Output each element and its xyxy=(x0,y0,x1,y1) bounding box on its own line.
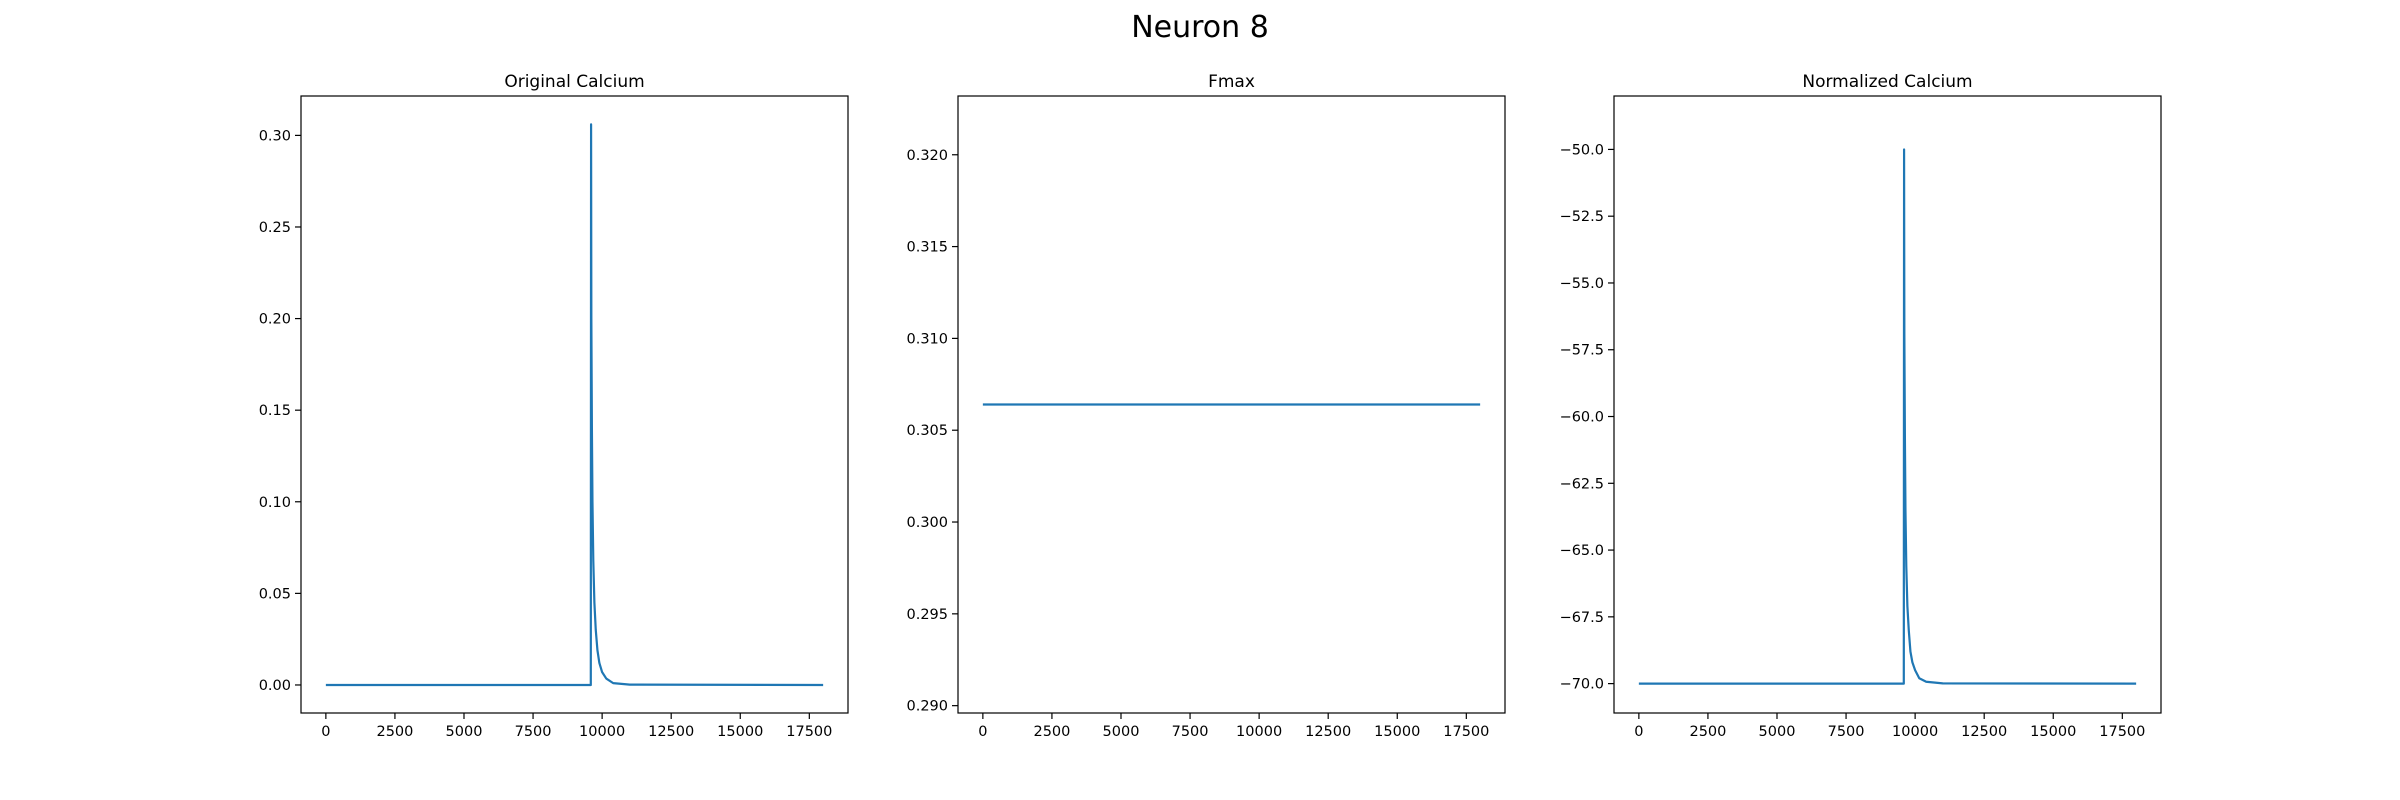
y-tick-label: 0.05 xyxy=(259,586,291,602)
chart-panel-3: 0 2500 5000 7500 10000 12500 15000 17500 −70.0 −6… xyxy=(1560,72,2162,740)
y-tick-label: 0.315 xyxy=(906,240,948,256)
axes-frame xyxy=(1613,95,2162,714)
x-tick-label: 15000 xyxy=(2030,724,2076,740)
y-tick-label: 0.295 xyxy=(906,607,948,623)
x-tick-label: 7500 xyxy=(515,724,552,740)
x-tick-label: 5000 xyxy=(446,724,483,740)
x-tick-label: 17500 xyxy=(2099,724,2145,740)
y-tick-label: 0.320 xyxy=(906,148,948,164)
y-tick-label: 0.30 xyxy=(259,128,291,144)
x-tick-label: 10000 xyxy=(579,724,625,740)
x-tick-label: 10000 xyxy=(1892,724,1938,740)
x-tick-label: 17500 xyxy=(786,724,832,740)
figure-title: Neuron 8 xyxy=(1131,10,1269,45)
x-tick-label: 15000 xyxy=(1374,724,1420,740)
axes-frame xyxy=(300,95,849,714)
y-tick-label: −70.0 xyxy=(1560,677,1604,693)
x-tick-label: 2500 xyxy=(1689,724,1726,740)
x-tick-label: 17500 xyxy=(1443,724,1489,740)
y-tick-label: 0.10 xyxy=(259,495,291,511)
y-tick-label: −65.0 xyxy=(1560,543,1604,559)
y-tick-label: −50.0 xyxy=(1560,142,1604,158)
x-tick-label: 12500 xyxy=(1961,724,2007,740)
y-tick-label: 0.15 xyxy=(259,403,291,419)
chart-title: Original Calcium xyxy=(504,72,644,92)
x-tick-label: 2500 xyxy=(376,724,413,740)
y-tick-label: 0.300 xyxy=(906,515,948,531)
y-tick-label: −62.5 xyxy=(1560,476,1604,492)
y-tick-label: −57.5 xyxy=(1560,343,1604,359)
x-tick-label: 2500 xyxy=(1033,724,1070,740)
y-tick-label: 0.25 xyxy=(259,220,291,236)
y-tick-label: −60.0 xyxy=(1560,410,1604,426)
x-tick-label: 12500 xyxy=(648,724,694,740)
y-tick-label: 0.305 xyxy=(906,423,948,439)
x-tick-label: 5000 xyxy=(1103,724,1140,740)
y-tick-label: −55.0 xyxy=(1560,276,1604,292)
x-tick-label: 10000 xyxy=(1236,724,1282,740)
x-tick-label: 15000 xyxy=(717,724,763,740)
chart-title: Normalized Calcium xyxy=(1802,72,1972,92)
chart-panel-1: 0 2500 5000 7500 10000 12500 15000 17500 0.00 0.0… xyxy=(259,72,849,740)
y-tick-label: −67.5 xyxy=(1560,610,1604,626)
x-tick-label: 0 xyxy=(1634,724,1643,740)
series-line xyxy=(325,123,824,687)
series-line xyxy=(1638,148,2137,685)
x-tick-label: 0 xyxy=(321,724,330,740)
x-tick-label: 7500 xyxy=(1828,724,1865,740)
x-tick-label: 12500 xyxy=(1305,724,1351,740)
chart-panel-2: 0 2500 5000 7500 10000 12500 15000 17500 0.290 0.… xyxy=(906,72,1506,740)
y-tick-label: 0.290 xyxy=(906,699,948,715)
axes-frame xyxy=(957,95,1506,714)
y-tick-label: 0.20 xyxy=(259,312,291,328)
y-tick-label: −52.5 xyxy=(1560,209,1604,225)
y-tick-label: 0.00 xyxy=(259,678,291,694)
x-tick-label: 5000 xyxy=(1759,724,1796,740)
chart-title: Fmax xyxy=(1208,72,1255,92)
x-tick-label: 7500 xyxy=(1172,724,1209,740)
x-tick-label: 0 xyxy=(978,724,987,740)
y-tick-label: 0.310 xyxy=(906,331,948,347)
